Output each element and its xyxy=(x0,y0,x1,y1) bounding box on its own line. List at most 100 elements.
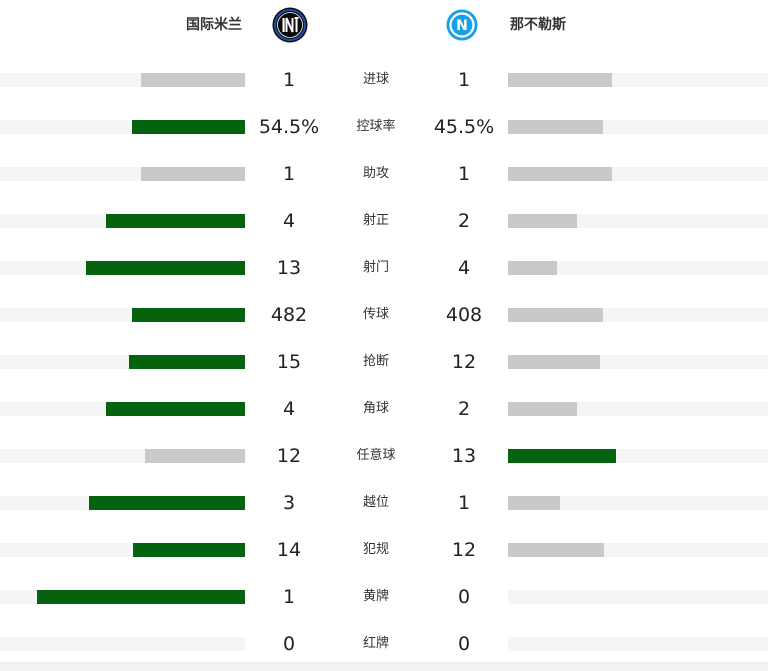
home-stat-value: 1 xyxy=(282,586,296,608)
away-stat-bar xyxy=(508,261,557,275)
home-stat-bar xyxy=(141,73,245,87)
away-bar-track xyxy=(508,637,768,651)
stat-row: 1 进球 1 xyxy=(0,56,768,103)
away-stat-bar xyxy=(508,73,612,87)
stat-row: 13 射门 4 xyxy=(0,244,768,291)
away-stat-value: 1 xyxy=(457,69,471,91)
away-stat-bar xyxy=(508,120,603,134)
home-stat-value: 54.5% xyxy=(258,116,320,138)
away-stat-value: 1 xyxy=(457,163,471,185)
home-stat-value: 482 xyxy=(270,304,308,326)
home-stat-value: 1 xyxy=(282,69,296,91)
bottom-divider xyxy=(0,662,768,671)
stat-row: 3 越位 1 xyxy=(0,479,768,526)
away-stat-value: 2 xyxy=(457,398,471,420)
away-stat-bar xyxy=(508,167,612,181)
inter-milan-crest-icon[interactable] xyxy=(272,7,308,43)
stat-label: 抢断 xyxy=(362,354,389,369)
home-bar-track xyxy=(0,449,245,463)
away-stat-bar xyxy=(508,214,577,228)
match-header: 国际米兰 N 那不勒斯 xyxy=(0,0,768,52)
home-stat-bar xyxy=(132,120,245,134)
stat-label: 射门 xyxy=(362,260,389,275)
away-bar-track xyxy=(508,308,768,322)
home-bar-track xyxy=(0,590,245,604)
home-bar-track xyxy=(0,167,245,181)
stat-row: 0 红牌 0 xyxy=(0,620,768,667)
away-stat-bar xyxy=(508,355,600,369)
home-stat-value: 14 xyxy=(276,539,302,561)
home-stat-value: 13 xyxy=(276,257,302,279)
away-stat-bar xyxy=(508,402,577,416)
away-stat-value: 13 xyxy=(451,445,477,467)
home-stat-bar xyxy=(86,261,245,275)
away-stat-value: 2 xyxy=(457,210,471,232)
away-stat-value: 408 xyxy=(445,304,483,326)
stat-label: 黄牌 xyxy=(362,589,389,604)
stat-row: 54.5% 控球率 45.5% xyxy=(0,103,768,150)
away-stat-value: 1 xyxy=(457,492,471,514)
home-bar-track xyxy=(0,496,245,510)
stat-row: 14 犯规 12 xyxy=(0,526,768,573)
home-stat-bar xyxy=(106,402,245,416)
home-stat-value: 0 xyxy=(282,633,296,655)
stat-label: 犯规 xyxy=(362,542,389,557)
home-stat-bar xyxy=(89,496,245,510)
stat-label: 进球 xyxy=(362,72,389,87)
stat-label: 传球 xyxy=(362,307,389,322)
away-team-name[interactable]: 那不勒斯 xyxy=(510,17,566,33)
stat-row: 4 角球 2 xyxy=(0,385,768,432)
home-bar-track xyxy=(0,543,245,557)
stat-row: 15 抢断 12 xyxy=(0,338,768,385)
away-bar-track xyxy=(508,402,768,416)
home-bar-track xyxy=(0,73,245,87)
home-stat-bar xyxy=(141,167,245,181)
away-stat-value: 12 xyxy=(451,351,477,373)
away-stat-value: 0 xyxy=(457,586,471,608)
home-bar-track xyxy=(0,214,245,228)
home-stat-value: 3 xyxy=(282,492,296,514)
home-stat-value: 15 xyxy=(276,351,302,373)
home-bar-track xyxy=(0,120,245,134)
away-bar-track xyxy=(508,214,768,228)
away-bar-track xyxy=(508,355,768,369)
away-bar-track xyxy=(508,543,768,557)
stat-row: 482 传球 408 xyxy=(0,291,768,338)
stat-row: 12 任意球 13 xyxy=(0,432,768,479)
away-bar-track xyxy=(508,73,768,87)
away-stat-bar xyxy=(508,543,604,557)
stat-label: 助攻 xyxy=(362,166,389,181)
away-bar-track xyxy=(508,449,768,463)
home-bar-track xyxy=(0,637,245,651)
stats-table: 1 进球 1 54.5% 控球率 45.5% 1 助攻 1 4 射正 2 13 射门 4 482 传球 408 15… xyxy=(0,56,768,667)
away-bar-track xyxy=(508,167,768,181)
away-bar-track xyxy=(508,261,768,275)
home-stat-bar xyxy=(132,308,245,322)
away-stat-bar xyxy=(508,449,616,463)
stat-row: 4 射正 2 xyxy=(0,197,768,244)
home-stat-bar xyxy=(145,449,245,463)
stat-label: 控球率 xyxy=(356,119,396,134)
away-stat-value: 0 xyxy=(457,633,471,655)
home-stat-bar xyxy=(106,214,245,228)
home-stat-bar xyxy=(37,590,245,604)
away-stat-bar xyxy=(508,308,603,322)
away-bar-track xyxy=(508,120,768,134)
home-team-name[interactable]: 国际米兰 xyxy=(186,17,242,33)
stat-label: 射正 xyxy=(362,213,389,228)
stat-label: 红牌 xyxy=(362,636,389,651)
home-stat-value: 1 xyxy=(282,163,296,185)
stat-label: 角球 xyxy=(362,401,389,416)
home-bar-track xyxy=(0,355,245,369)
away-stat-bar xyxy=(508,496,560,510)
napoli-crest-icon[interactable]: N xyxy=(446,9,478,41)
home-stat-value: 4 xyxy=(282,210,296,232)
stat-label: 越位 xyxy=(362,495,389,510)
away-bar-track xyxy=(508,496,768,510)
home-stat-value: 12 xyxy=(276,445,302,467)
away-stat-value: 12 xyxy=(451,539,477,561)
home-bar-track xyxy=(0,402,245,416)
stat-label: 任意球 xyxy=(356,448,396,463)
away-stat-value: 45.5% xyxy=(433,116,495,138)
home-stat-bar xyxy=(133,543,245,557)
